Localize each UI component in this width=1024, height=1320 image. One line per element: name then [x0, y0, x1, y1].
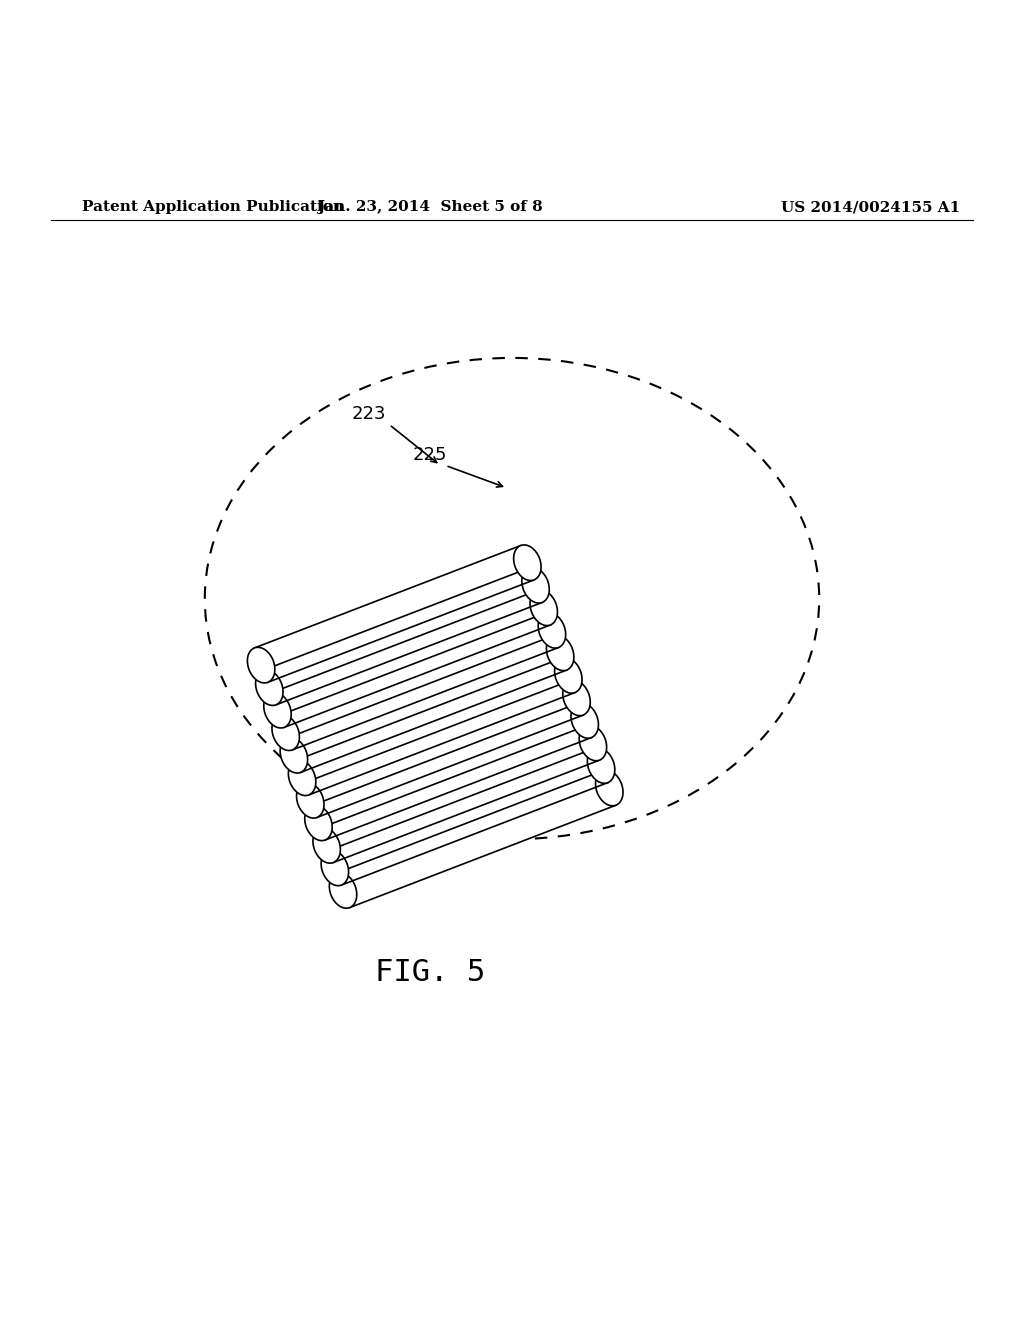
Text: Patent Application Publication: Patent Application Publication: [82, 201, 344, 214]
Ellipse shape: [588, 747, 614, 783]
Ellipse shape: [530, 590, 557, 626]
Polygon shape: [263, 568, 542, 705]
Polygon shape: [337, 771, 615, 908]
Ellipse shape: [539, 612, 565, 648]
Ellipse shape: [571, 702, 598, 738]
Ellipse shape: [264, 693, 291, 729]
Ellipse shape: [289, 760, 315, 796]
Ellipse shape: [248, 647, 274, 682]
Text: 223: 223: [351, 405, 386, 424]
Polygon shape: [296, 659, 574, 795]
Polygon shape: [321, 726, 599, 862]
Polygon shape: [255, 545, 534, 682]
Ellipse shape: [522, 568, 549, 603]
Ellipse shape: [555, 657, 582, 693]
Polygon shape: [280, 612, 558, 750]
Polygon shape: [312, 704, 591, 840]
Ellipse shape: [330, 873, 356, 908]
Ellipse shape: [305, 805, 332, 841]
Ellipse shape: [313, 828, 340, 863]
Text: FIG. 5: FIG. 5: [375, 958, 485, 987]
Ellipse shape: [272, 715, 299, 751]
Ellipse shape: [580, 725, 606, 760]
Polygon shape: [304, 681, 583, 817]
Ellipse shape: [596, 770, 623, 805]
Ellipse shape: [281, 738, 307, 774]
Polygon shape: [288, 636, 566, 772]
Ellipse shape: [563, 680, 590, 715]
Polygon shape: [271, 590, 550, 727]
Text: Jan. 23, 2014  Sheet 5 of 8: Jan. 23, 2014 Sheet 5 of 8: [317, 201, 543, 214]
Polygon shape: [329, 748, 607, 886]
Text: US 2014/0024155 A1: US 2014/0024155 A1: [780, 201, 961, 214]
Ellipse shape: [547, 635, 573, 671]
Text: 225: 225: [413, 446, 447, 465]
Ellipse shape: [297, 783, 324, 818]
Ellipse shape: [322, 850, 348, 886]
Ellipse shape: [514, 545, 541, 581]
Ellipse shape: [256, 669, 283, 705]
